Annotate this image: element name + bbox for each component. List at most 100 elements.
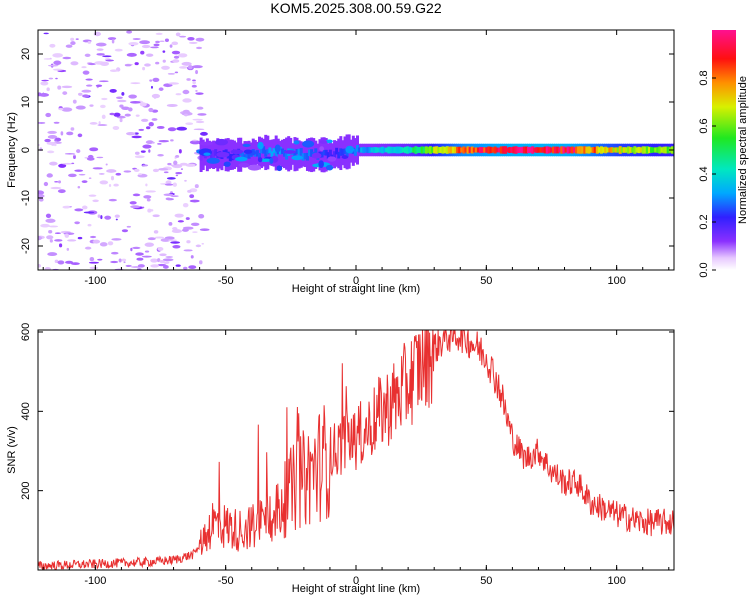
- heatmap-cell: [135, 114, 140, 117]
- heatmap-cell: [269, 157, 274, 164]
- heatmap-cell: [335, 147, 339, 155]
- heatmap-cell: [74, 169, 84, 172]
- heatmap-cell: [660, 147, 664, 153]
- heatmap-cell: [65, 260, 74, 264]
- heatmap-cell: [99, 242, 108, 247]
- heatmap-cell: [499, 146, 503, 154]
- heatmap-cell: [188, 41, 198, 44]
- snr-xtick-label: -100: [84, 575, 106, 587]
- heatmap-cell: [89, 266, 99, 270]
- heatmap-cell: [54, 180, 59, 183]
- heatmap-cell: [343, 148, 347, 155]
- heatmap-cell: [126, 30, 133, 34]
- heatmap-cell: [449, 146, 453, 154]
- heatmap-cell: [194, 184, 199, 189]
- snr-xlabel: Height of straight line (km): [292, 583, 420, 595]
- heatmap-cell: [629, 147, 633, 153]
- heatmap-cell: [491, 147, 495, 153]
- heatmap-cell: [144, 242, 155, 247]
- heatmap-cell: [162, 265, 169, 269]
- heatmap-cell: [664, 146, 668, 154]
- heatmap-cell: [428, 146, 432, 154]
- heatmap-cell: [185, 217, 190, 220]
- heatmap-cell: [556, 146, 560, 154]
- heatmap-cell: [572, 147, 576, 153]
- heatmap-cell: [376, 147, 380, 153]
- heatmap-cell: [641, 146, 645, 154]
- heatmap-cell: [583, 146, 587, 154]
- heatmap-cell: [319, 140, 328, 144]
- heatmap-cell: [57, 85, 62, 90]
- heatmap-cell: [43, 32, 49, 35]
- heatmap-cell: [606, 147, 610, 153]
- heatmap-cell: [65, 44, 73, 48]
- heatmap-cell: [408, 146, 412, 154]
- heatmap-cell: [62, 205, 71, 209]
- heatmap-cell: [97, 214, 101, 218]
- heatmap-cell: [320, 151, 324, 158]
- heatmap-cell: [57, 189, 66, 194]
- heatmap-cell: [77, 236, 83, 240]
- heatmap-cell: [524, 146, 528, 154]
- heatmap-cell: [243, 149, 253, 154]
- heatmap-cell: [123, 170, 132, 173]
- heatmap-cell: [173, 160, 178, 165]
- heatmap-cell: [152, 168, 159, 173]
- heatmap-cell: [318, 160, 324, 169]
- heatmap-cell: [54, 239, 63, 242]
- heatmap-cell: [170, 241, 181, 244]
- heatmap-cell: [111, 39, 115, 44]
- snr-ytick-label: 400: [20, 402, 32, 420]
- heatmap-cell: [38, 236, 43, 241]
- heatmap-cell: [241, 152, 245, 160]
- heatmap-cell: [166, 103, 178, 107]
- heatmap-cell: [138, 173, 142, 176]
- heatmap-cell: [518, 147, 522, 153]
- heatmap-cell: [62, 91, 68, 95]
- heatmap-cell: [42, 81, 46, 83]
- heatmap-cell: [228, 153, 232, 162]
- heatmap-cell: [155, 32, 163, 35]
- heatmap-cell: [171, 50, 181, 55]
- heatmap-cell: [64, 153, 75, 155]
- snr-xtick-label: 50: [480, 575, 492, 587]
- heatmap-cell: [535, 147, 539, 153]
- heatmap-cell: [142, 66, 146, 71]
- heatmap-cell: [189, 194, 195, 199]
- heatmap-cell: [134, 155, 145, 159]
- heatmap-cell: [163, 171, 169, 174]
- heatmap-cell: [141, 44, 151, 49]
- heatmap-cell: [497, 147, 501, 153]
- heatmap-cell: [98, 173, 105, 175]
- heatmap-cell: [223, 161, 231, 167]
- heatmap-cell: [658, 146, 662, 154]
- heatmap-cell: [43, 181, 49, 187]
- heatmap-cell: [466, 146, 470, 154]
- colorbar-tick-label: 0.8: [698, 70, 710, 85]
- heatmap-cell: [160, 238, 171, 242]
- heatmap-cell: [92, 167, 103, 170]
- heatmap-cell: [175, 174, 179, 177]
- heatmap-cell: [195, 70, 198, 75]
- heatmap-cell: [545, 146, 549, 154]
- heatmap-cell: [102, 55, 112, 58]
- spectrogram-ytick-label: -10: [20, 190, 32, 206]
- spectrogram-ytick-label: 0: [20, 147, 32, 153]
- heatmap-cell: [58, 108, 64, 111]
- heatmap-cell: [124, 64, 132, 67]
- heatmap-cell: [192, 231, 198, 234]
- heatmap-cell: [139, 40, 151, 45]
- heatmap-cell: [326, 152, 330, 159]
- heatmap-cell: [110, 260, 119, 264]
- heatmap-cell: [191, 84, 197, 88]
- heatmap-cell: [541, 147, 545, 153]
- heatmap-cell: [109, 69, 118, 73]
- heatmap-cell: [168, 239, 178, 242]
- heatmap-cell: [115, 218, 118, 221]
- heatmap-cell: [93, 31, 101, 37]
- heatmap-cell: [587, 146, 591, 154]
- heatmap-cell: [150, 264, 160, 268]
- heatmap-cell: [299, 148, 303, 156]
- heatmap-cell: [341, 155, 349, 159]
- heatmap-cell: [212, 150, 216, 158]
